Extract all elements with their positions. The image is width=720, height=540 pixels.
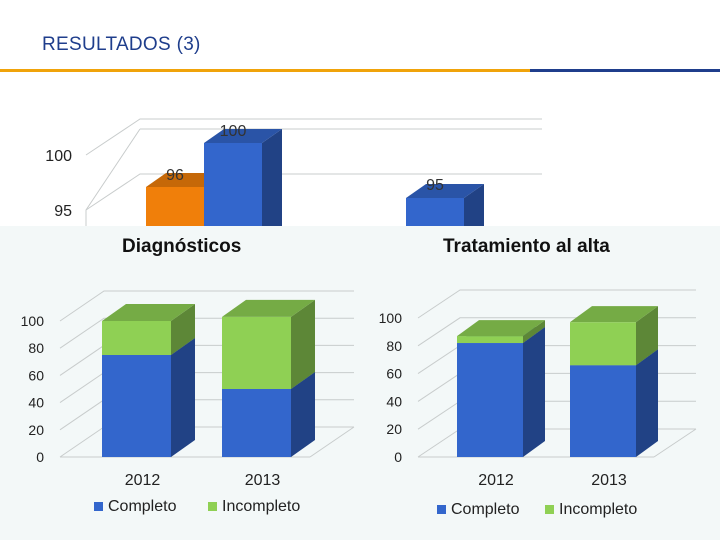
top-bar-blue-1-top <box>204 129 282 143</box>
chart-tratamiento-title: Tratamiento al alta <box>443 236 610 257</box>
trat-bar-2012-incompleto-side <box>523 320 545 344</box>
slide-title: RESULTADOS (3) <box>42 34 201 55</box>
title-rule-gold <box>0 69 530 72</box>
diag-ytick-60: 60 <box>28 367 44 383</box>
diag-legend-swatch-completo <box>94 502 103 511</box>
trat-bar-2012-completo <box>457 343 523 457</box>
diag-bar-2012-completo <box>102 355 171 457</box>
trat-ytick-80: 80 <box>386 338 402 354</box>
diag-legend-swatch-incompleto <box>208 502 217 511</box>
trat-legend-swatch-incompleto <box>545 505 554 514</box>
trat-legend-label-incompleto: Incompleto <box>559 501 637 518</box>
diag-bar-2013-completo <box>222 389 291 457</box>
diag-bar-2013-incompleto-side <box>291 299 315 389</box>
diag-xtick-2012: 2012 <box>125 472 161 489</box>
diag-ytick-80: 80 <box>28 340 44 356</box>
diag-bar-2013-completo-side <box>291 372 315 457</box>
top-bar-blue-2-top <box>406 184 484 198</box>
trat-floor-side <box>653 428 697 458</box>
diag-bar-2013-incompleto-top <box>222 299 315 317</box>
diag-bar-2013-incompleto <box>222 316 291 389</box>
top-gridline-95 <box>85 173 542 211</box>
diag-floor-side <box>309 426 355 458</box>
diag-xtick-2013: 2013 <box>245 472 281 489</box>
top-data-label-96: 96 <box>166 167 184 184</box>
chart-diagnosticos-title: Diagnósticos <box>122 236 242 257</box>
diag-ytick-40: 40 <box>28 395 44 411</box>
trat-ytick-0: 0 <box>394 449 402 465</box>
trat-ytick-20: 20 <box>386 421 402 437</box>
trat-ytick-100: 100 <box>379 310 403 326</box>
trat-bar-2012-incompleto <box>457 336 523 344</box>
top-data-label-100: 100 <box>220 123 247 140</box>
trat-gridline-100 <box>417 289 696 319</box>
top-ytick-100: 100 <box>45 148 72 165</box>
title-rule-navy <box>530 69 720 72</box>
diag-ytick-20: 20 <box>28 422 44 438</box>
trat-bar-2013-completo-side <box>636 349 658 457</box>
top-ytick-95: 95 <box>54 203 72 220</box>
trat-bar-2012-incompleto-top <box>457 320 545 337</box>
top-bar-blue-1 <box>204 143 262 240</box>
diag-legend-label-completo: Completo <box>108 498 177 515</box>
diag-legend-label-incompleto: Incompleto <box>222 498 300 515</box>
diag-bar-2012-incompleto-top <box>102 304 195 321</box>
top-gridline-100 <box>85 118 542 156</box>
trat-bar-2013-incompleto <box>570 322 636 366</box>
top-data-label-95: 95 <box>426 177 444 194</box>
trat-legend-swatch-completo <box>437 505 446 514</box>
trat-xtick-2012: 2012 <box>478 472 514 489</box>
top-bar-blue-1-side <box>262 129 282 240</box>
diag-bar-2012-completo-side <box>171 338 195 457</box>
trat-bar-2013-completo <box>570 365 636 457</box>
trat-legend-label-completo: Completo <box>451 501 520 518</box>
trat-ytick-60: 60 <box>386 366 402 382</box>
trat-bar-2012-completo-side <box>523 327 545 457</box>
diag-bar-2012-incompleto <box>102 321 171 355</box>
trat-bar-2013-incompleto-side <box>636 306 658 366</box>
trat-bar-2013-incompleto-top <box>570 306 658 323</box>
trat-xtick-2013: 2013 <box>591 472 627 489</box>
diag-gridline-100 <box>59 290 354 322</box>
diag-ytick-0: 0 <box>36 449 44 465</box>
diag-ytick-100: 100 <box>21 313 45 329</box>
trat-ytick-40: 40 <box>386 393 402 409</box>
